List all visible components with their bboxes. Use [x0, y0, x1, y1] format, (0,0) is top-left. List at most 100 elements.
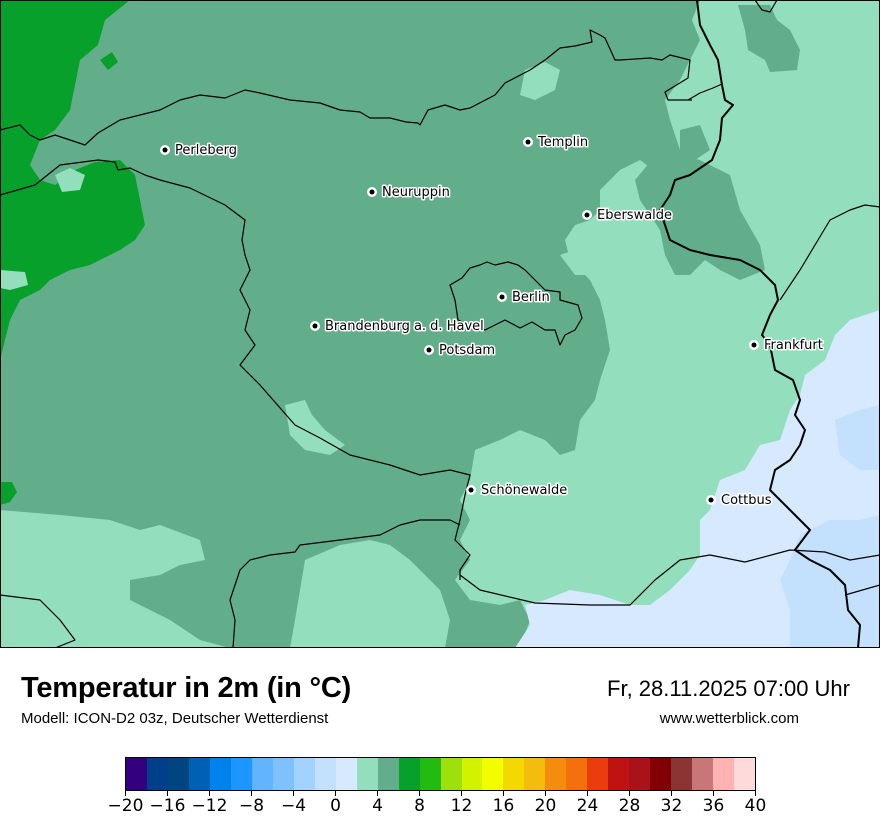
berlin-border: [449, 261, 583, 346]
state-border-east: [779, 204, 880, 301]
city-label: Eberswalde: [597, 208, 672, 223]
national-border-poland: [659, 0, 861, 648]
colorbar-tick-mark: [629, 791, 630, 796]
city-dot-center: [584, 212, 590, 218]
field-4-6-east-patch-3: [680, 125, 710, 160]
city-dot-center: [708, 497, 714, 503]
city-marker: Neuruppin: [367, 184, 451, 202]
colorbar-tick-label: −8: [238, 796, 265, 816]
colorbar-tick-mark: [503, 791, 504, 796]
city-dot-center: [499, 294, 505, 300]
colorbar-bin: [314, 758, 336, 790]
colorbar-bin: [230, 758, 252, 790]
field-minus2-0-patch: [780, 515, 880, 648]
colorbar-bin: [566, 758, 588, 790]
city-label: Potsdam: [439, 343, 495, 358]
colorbar-tick-label: 16: [492, 796, 515, 816]
colorbar-bin: [419, 758, 441, 790]
city-marker: Schönewalde: [466, 482, 569, 500]
colorbar-tick-label: 36: [702, 796, 725, 816]
colorbar-tick-label: 4: [372, 796, 383, 816]
colorbar-tick-label: 20: [534, 796, 557, 816]
field-2-4-patch-berlin-ne: [560, 248, 600, 275]
colorbar-tick-label: 24: [576, 796, 599, 816]
colorbar-bin: [356, 758, 378, 790]
colorbar-tick-label: 8: [414, 796, 425, 816]
city-label: Schönewalde: [481, 483, 567, 498]
field-2-4-patch-north: [520, 62, 560, 100]
colorbar-bin: [272, 758, 294, 790]
state-border-southeast: [459, 549, 880, 606]
temperature-map: Perleberg Templin Neuruppin Eberswalde Berli…: [0, 0, 880, 648]
state-border-corner: [754, 0, 778, 13]
field-4-6-east-patch-2: [635, 150, 765, 280]
colorbar-tick-mark: [671, 791, 672, 796]
city-label: Perleberg: [175, 143, 237, 158]
colorbar-tick-label: 12: [450, 796, 473, 816]
colorbar-bin: [587, 758, 609, 790]
model-subtitle: Modell: ICON-D2 03z, Deutscher Wetterdie…: [21, 710, 329, 727]
colorbar-tick-label: 32: [660, 796, 683, 816]
field-2-4-patch-west: [0, 270, 28, 290]
colorbar-bin: [167, 758, 189, 790]
city-label: Neuruppin: [382, 185, 450, 200]
state-border-northeast: [687, 83, 723, 101]
colorbar-tick-mark: [713, 791, 714, 796]
colorbar-bin: [650, 758, 672, 790]
colorbar-bin: [146, 758, 168, 790]
colorbar-tick-label: 28: [618, 796, 641, 816]
colorbar-bin: [713, 758, 735, 790]
city-marker: Frankfurt: [749, 337, 824, 355]
city-label: Brandenburg a. d. Havel: [325, 319, 484, 334]
city-marker: Cottbus: [706, 492, 773, 510]
colorbar-tick-mark: [251, 791, 252, 796]
colorbar-bin: [398, 758, 420, 790]
colorbar-bin: [440, 758, 462, 790]
colorbar-bin: [629, 758, 651, 790]
map-title: Temperatur in 2m (in °C): [21, 672, 352, 704]
colorbar-bin: [608, 758, 630, 790]
city-dot-center: [468, 487, 474, 493]
field-6-8-patch-2: [100, 52, 118, 70]
city-dot-center: [426, 347, 432, 353]
colorbar-tick-mark: [209, 791, 210, 796]
colorbar-bin: [251, 758, 273, 790]
colorbar-tick-label: −4: [280, 796, 307, 816]
colorbar-tick-mark: [755, 791, 756, 796]
colorbar-ticks: −20 −16 −12 −8 −4 0 4 8 12 16 20 24 28 32 36 40: [108, 791, 766, 821]
city-marker: Potsdam: [424, 342, 497, 360]
colorbar-tick-label: −12: [191, 796, 228, 816]
colorbar-tick-label: 40: [744, 796, 767, 816]
colorbar-bin: [335, 758, 357, 790]
state-border-south: [0, 594, 76, 648]
colorbar-tick-mark: [377, 791, 378, 796]
field-2-4-south-center: [290, 540, 450, 648]
state-border-west: [0, 159, 471, 580]
website-link[interactable]: www.wetterblick.com: [659, 710, 799, 727]
colorbar-tick-mark: [587, 791, 588, 796]
colorbar-tick-mark: [125, 791, 126, 796]
field-minus2-0-patch-2: [835, 405, 880, 470]
city-marker: Perleberg: [160, 142, 238, 160]
city-dot-center: [525, 139, 531, 145]
colorbar-tick-mark: [293, 791, 294, 796]
state-border-north: [0, 29, 692, 146]
colorbar-bin: [503, 758, 525, 790]
colorbar-bin: [524, 758, 546, 790]
colorbar-bin: [188, 758, 210, 790]
colorbar-tick-mark: [419, 791, 420, 796]
city-dot-center: [162, 147, 168, 153]
field-2-4-patch-west-2: [55, 168, 85, 192]
field-2-4-patch-center: [285, 400, 345, 455]
city-marker: Brandenburg a. d. Havel: [310, 318, 485, 336]
colorbar-tick-label: −16: [149, 796, 186, 816]
city-markers: Perleberg Templin Neuruppin Eberswalde Berli…: [160, 134, 824, 510]
colorbar-bin: [461, 758, 483, 790]
temperature-colorbar: [125, 757, 756, 791]
city-marker: Eberswalde: [582, 207, 674, 225]
state-border-south-2: [229, 519, 461, 648]
map-canvas: Perleberg Templin Neuruppin Eberswalde Berli…: [0, 0, 880, 648]
colorbar-bin: [692, 758, 714, 790]
colorbar-tick-mark: [545, 791, 546, 796]
colorbar-bin: [126, 758, 147, 790]
